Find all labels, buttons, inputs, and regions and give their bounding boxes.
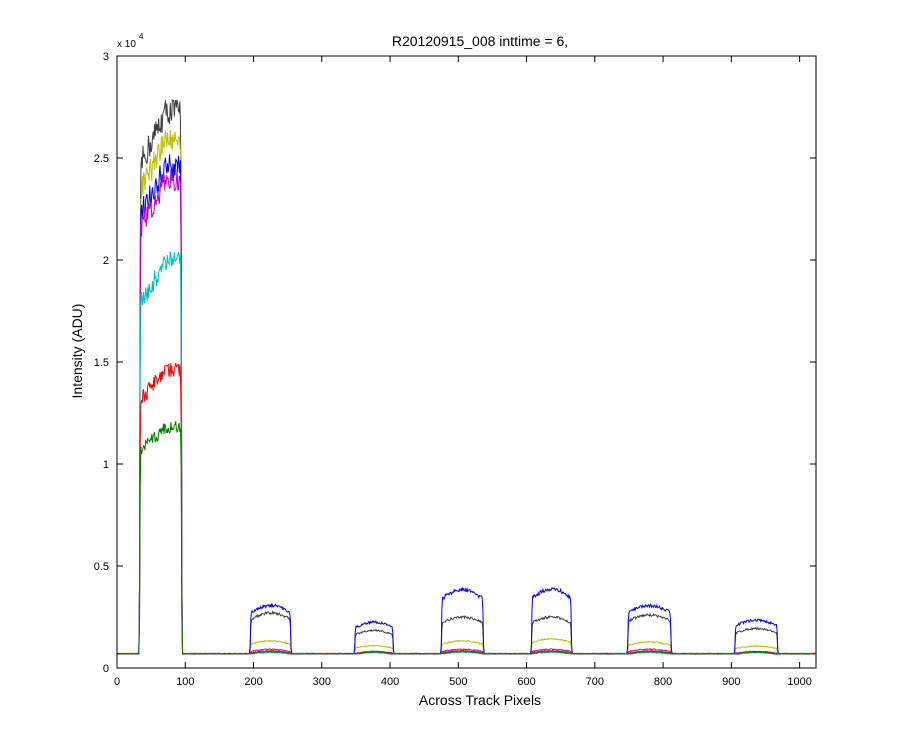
x-axis-label: Across Track Pixels bbox=[419, 692, 541, 708]
x-tick-label: 400 bbox=[381, 676, 399, 688]
series-line bbox=[116, 421, 817, 655]
y-multiplier-exponent: 4 bbox=[139, 32, 144, 41]
x-tick-label: 900 bbox=[722, 676, 740, 688]
y-tick-label: 0 bbox=[103, 663, 109, 675]
y-tick-label: 1 bbox=[103, 459, 109, 471]
y-tick-label: 2.5 bbox=[94, 153, 109, 165]
y-axis-label: Intensity (ADU) bbox=[69, 304, 85, 399]
y-tick-label: 0.5 bbox=[94, 561, 109, 573]
x-tick-label: 0 bbox=[114, 676, 120, 688]
x-tick-label: 700 bbox=[586, 676, 604, 688]
y-tick-label: 3 bbox=[103, 51, 109, 63]
y-tick-label: 2 bbox=[103, 255, 109, 267]
y-multiplier-base: x 10 bbox=[117, 39, 136, 50]
x-tick-label: 600 bbox=[517, 676, 535, 688]
x-tick-label: 1000 bbox=[787, 676, 811, 688]
x-tick-label: 800 bbox=[654, 676, 672, 688]
series-layer bbox=[116, 99, 817, 656]
x-tick-label: 100 bbox=[176, 676, 194, 688]
axes-layer: 0 100 200 300 400 500 600 700 800 900 1000 0 0.5 1 1.5… bbox=[94, 51, 817, 688]
x-tick-label: 500 bbox=[449, 676, 467, 688]
y-tick-label: 1.5 bbox=[94, 357, 109, 369]
chart-title: R20120915_008 inttime = 6, bbox=[392, 33, 568, 49]
x-tick-label: 300 bbox=[313, 676, 331, 688]
x-tick-label: 200 bbox=[244, 676, 262, 688]
